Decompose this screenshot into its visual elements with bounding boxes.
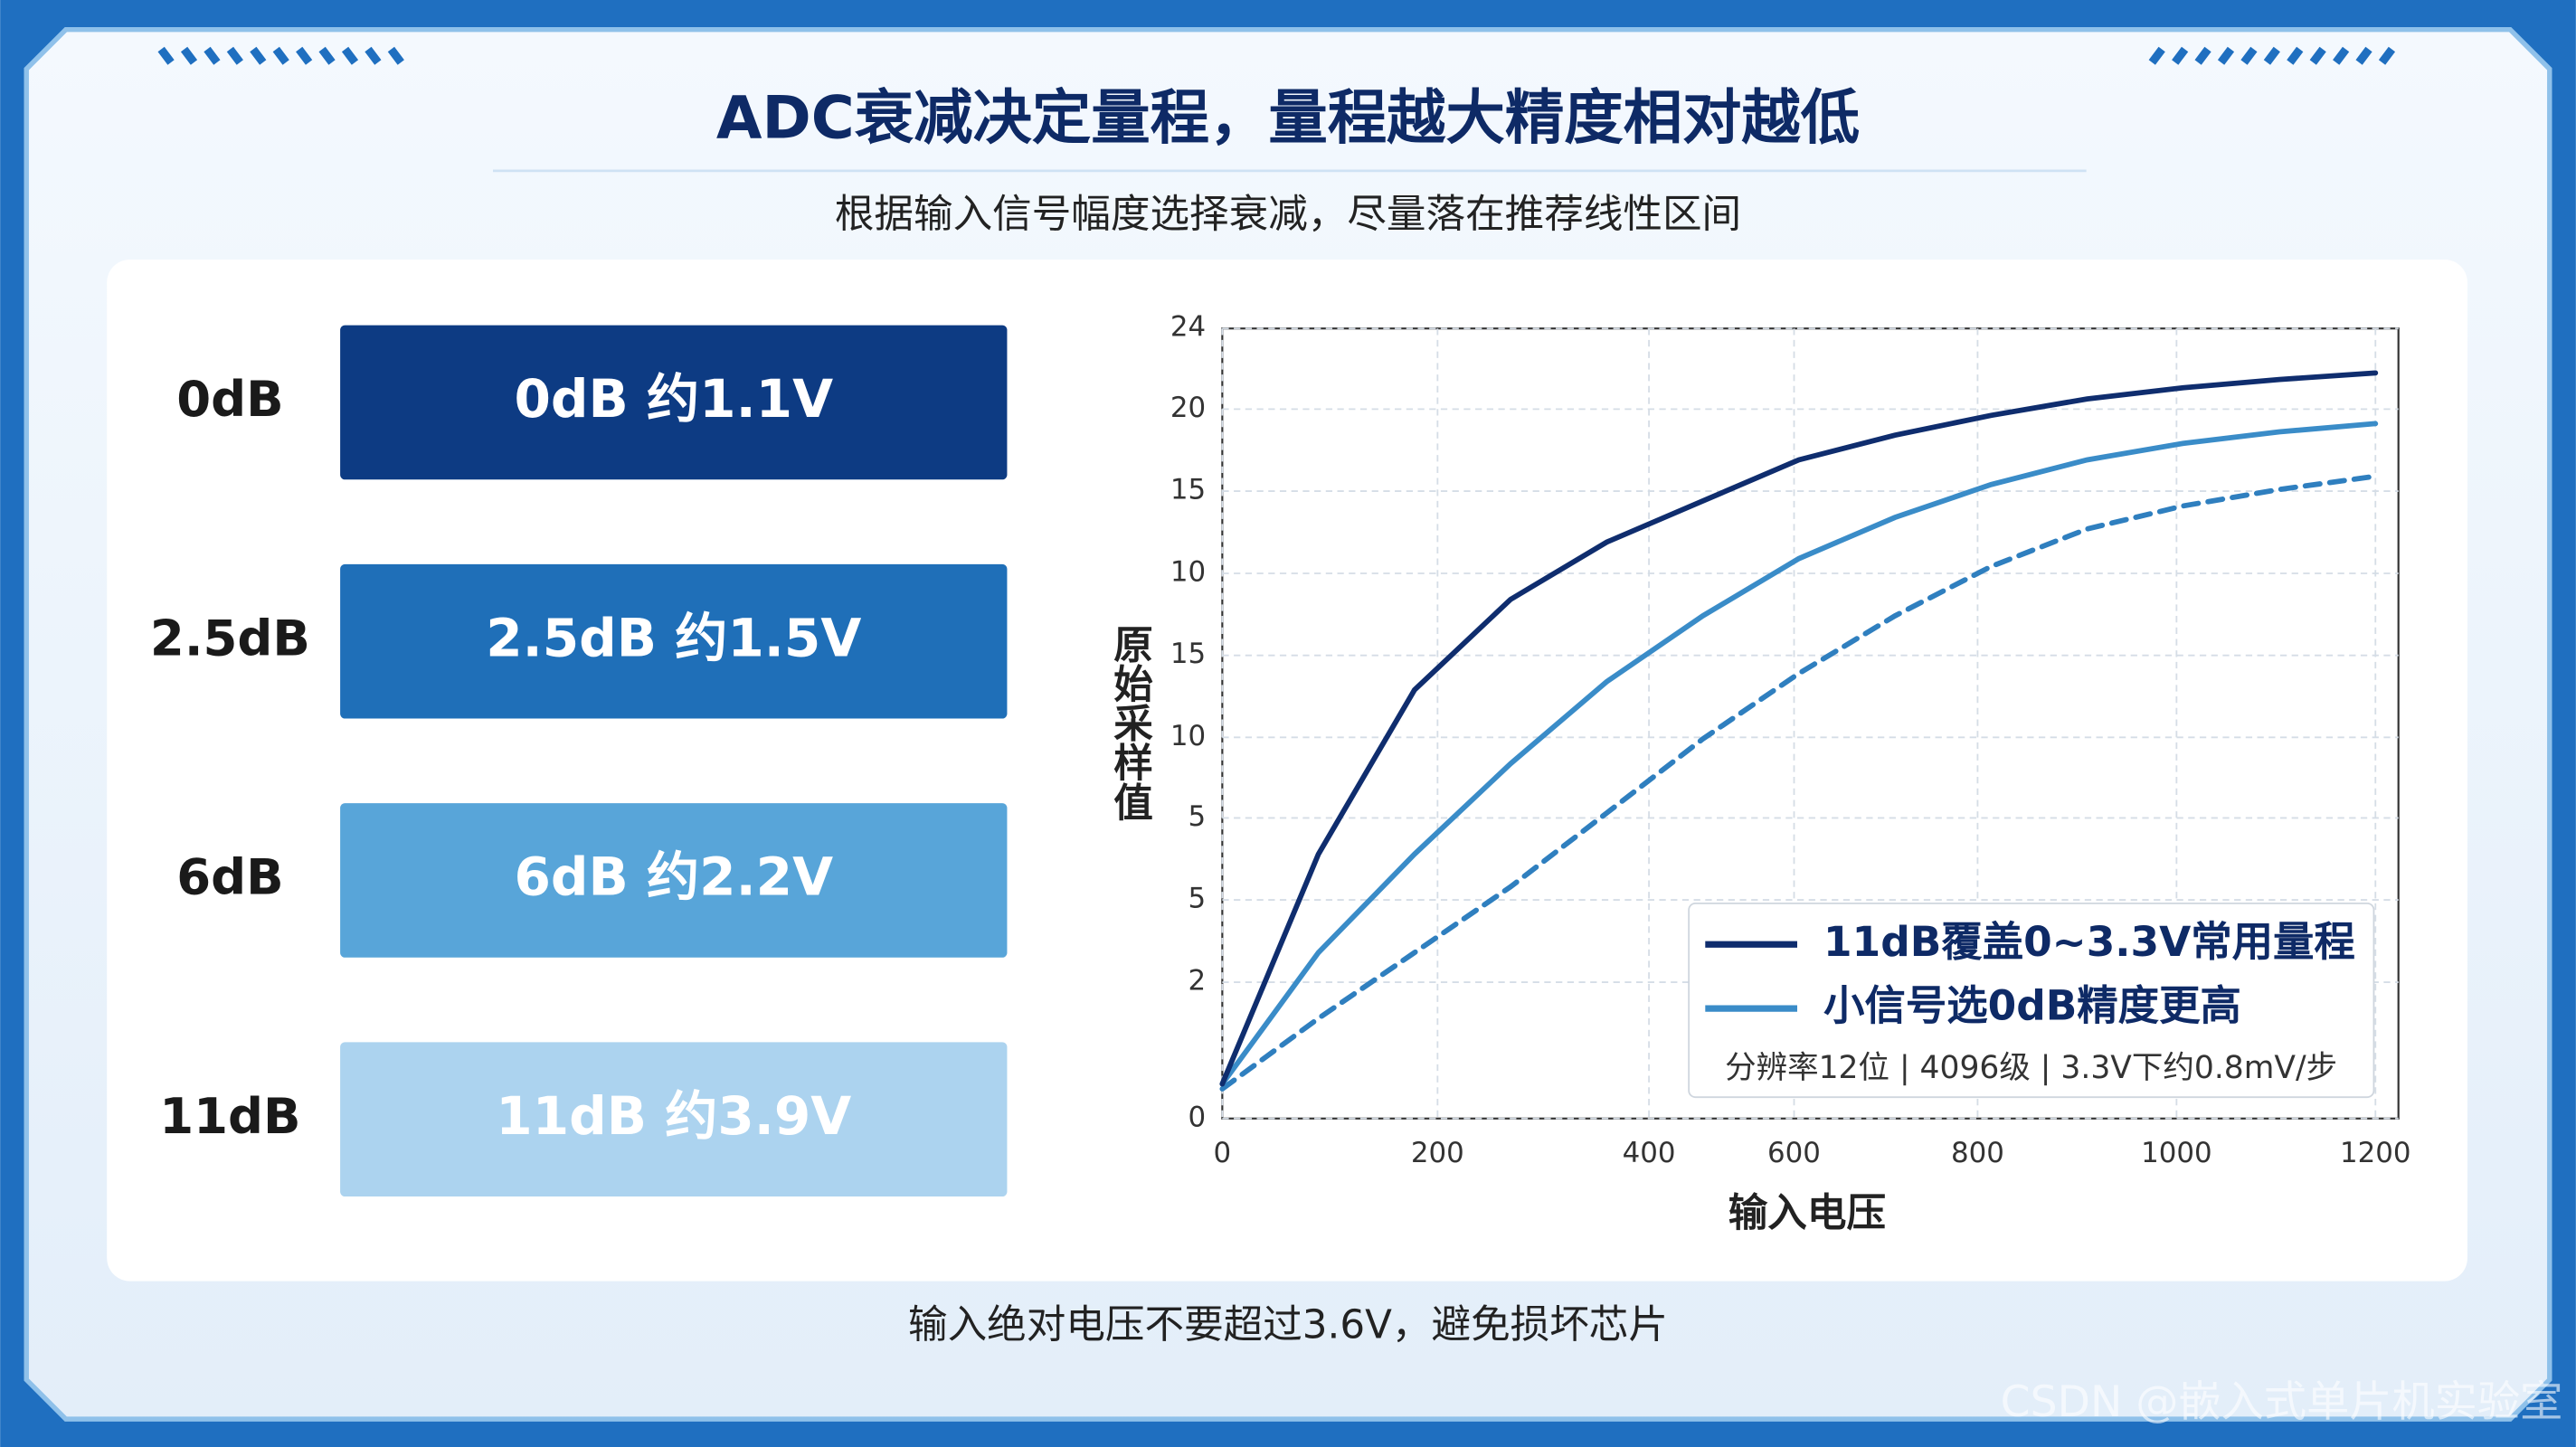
attenuation-box xyxy=(340,563,1008,719)
series-line xyxy=(1219,421,2379,1087)
legend-label: 小信号选0dB精度更高 xyxy=(1823,982,2241,1030)
x-axis-label: 输入电压 xyxy=(1728,1191,1886,1236)
attenuation-text: 11dB 约3.9V xyxy=(496,1085,851,1147)
attenuation-box xyxy=(340,803,1008,958)
watermark: CSDN @嵌入式单片机实验室 xyxy=(2001,1377,2563,1427)
legend-note: 分辨率12位 | 4096级 | 3.3V下约0.8mV/步 xyxy=(1725,1050,2337,1086)
frame-border xyxy=(24,26,2552,1422)
attenuation-box xyxy=(340,325,1008,480)
x-tick-label: 1200 xyxy=(2340,1137,2411,1169)
y-tick-label: 20 xyxy=(1170,392,1206,424)
y-tick-label: 15 xyxy=(1170,638,1206,670)
series-line xyxy=(1219,473,2379,1092)
series-line xyxy=(1219,370,2379,1087)
title: ADC衰减决定量程，量程越大精度相对越低 xyxy=(716,83,1860,152)
x-tick-label: 600 xyxy=(1767,1137,1821,1169)
y-tick-label: 15 xyxy=(1170,474,1206,506)
y-tick-label: 0 xyxy=(1189,1101,1207,1133)
x-tick-label: 200 xyxy=(1411,1137,1464,1169)
attenuation-list: 0dB 0dB 约1.1V 2.5dB 2.5dB 约1.5V 6dB 6dB 约2.2V… xyxy=(150,325,1008,1197)
x-tick-label: 800 xyxy=(1951,1137,2004,1169)
y-tick-label: 2 xyxy=(1189,965,1207,998)
y-tick-label: 10 xyxy=(1170,720,1206,752)
legend-box xyxy=(1688,902,2375,1099)
attenuation-label: 6dB xyxy=(176,848,283,906)
attenuation-label: 11dB xyxy=(159,1087,300,1145)
attenuation-text: 0dB 约1.1V xyxy=(514,368,833,430)
footer: 输入绝对电压不要超过3.6V，避免损坏芯片 xyxy=(908,1302,1668,1348)
plot: 0 2 5 5 10 15 10 15 20 24 0 200 400 600 800 1000 1200 11d… xyxy=(1170,311,2411,1170)
y-tick-label: 10 xyxy=(1170,556,1206,589)
y-tick-label: 24 xyxy=(1170,311,1206,344)
y-tick-label: 5 xyxy=(1189,883,1207,915)
y-tick-label: 5 xyxy=(1189,800,1207,833)
attenuation-box xyxy=(340,1042,1008,1197)
frame-stripes xyxy=(157,46,2396,65)
subtitle: 根据输入信号幅度选择衰减，尽量落在推荐线性区间 xyxy=(835,193,1741,238)
attenuation-label: 0dB xyxy=(176,370,283,428)
x-tick-label: 400 xyxy=(1623,1137,1676,1169)
x-tick-label: 0 xyxy=(1214,1137,1232,1169)
attenuation-text: 2.5dB 约1.5V xyxy=(486,607,861,668)
y-axis-label: 原始采样值 xyxy=(1106,624,1153,821)
attenuation-text: 6dB 约2.2V xyxy=(514,846,833,908)
attenuation-label: 2.5dB xyxy=(150,609,310,667)
legend-label: 11dB覆盖0~3.3V常用量程 xyxy=(1823,918,2355,966)
x-tick-label: 1000 xyxy=(2141,1137,2212,1169)
